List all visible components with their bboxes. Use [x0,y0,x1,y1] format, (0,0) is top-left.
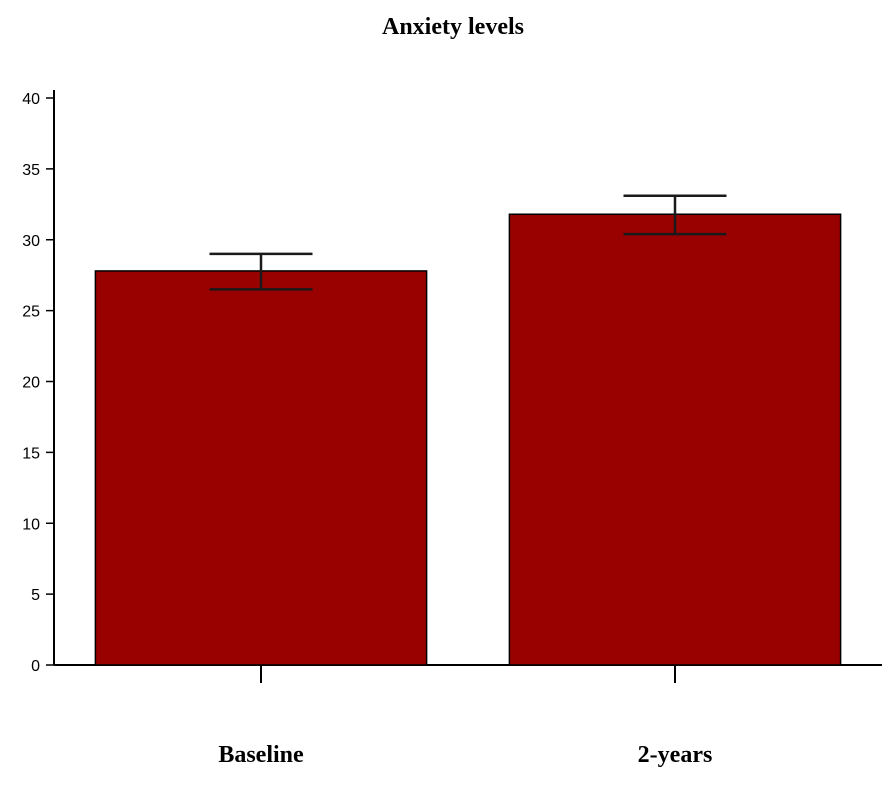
y-tick-label: 5 [31,587,40,604]
category-labels: Baseline 2-years [218,742,712,768]
y-tick-label: 0 [31,658,40,675]
bar-2 [508,213,842,666]
x-category-label: Baseline [218,742,304,768]
y-tick-label: 35 [22,162,40,179]
y-tick-label: 30 [22,233,40,250]
x-axis [54,664,882,683]
y-tick-label: 10 [22,516,40,533]
y-tick-label: 40 [22,91,40,108]
y-axis: 0 5 10 15 20 25 30 35 40 [22,90,55,675]
y-tick-label: 20 [22,375,40,392]
chart-title: Anxiety levels [382,14,524,40]
x-category-label: 2-years [638,742,713,768]
y-tick-label: 25 [22,304,40,321]
bars [94,213,842,666]
bar-1 [94,270,428,666]
y-tick-label: 15 [22,445,40,462]
error-bars [209,194,727,291]
